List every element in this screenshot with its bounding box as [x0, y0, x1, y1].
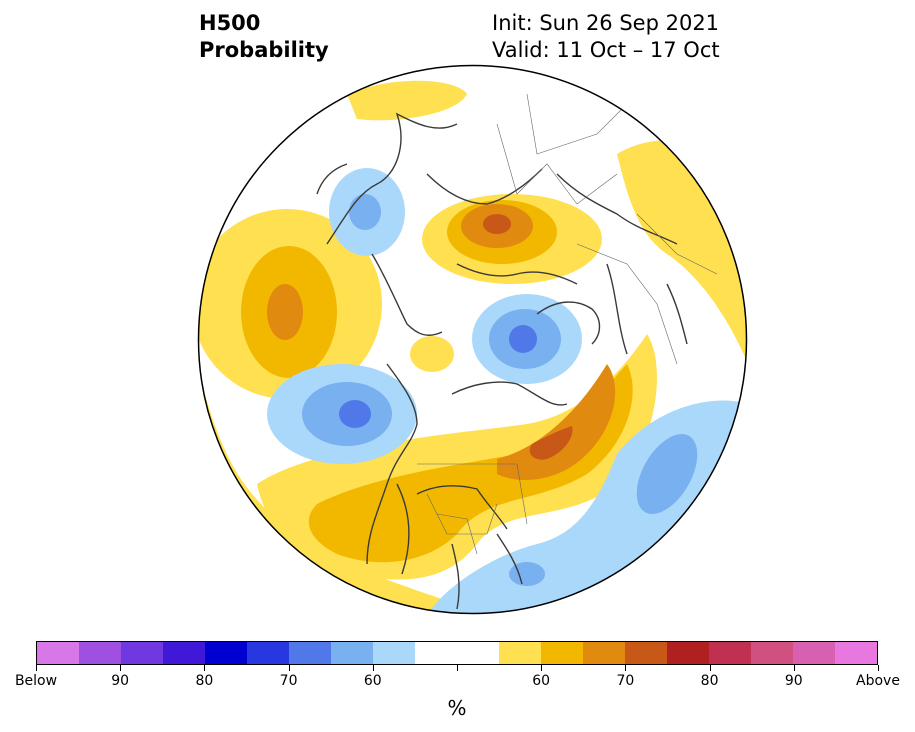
colorbar-tick	[793, 665, 795, 671]
colorbar-cell	[247, 642, 289, 664]
contour-above-dark	[497, 364, 616, 480]
colorbar-cell	[415, 642, 457, 664]
title-variable: H500	[199, 11, 261, 35]
anomaly-below-pacific	[267, 364, 417, 464]
colorbar-cell	[625, 642, 667, 664]
colorbar-tick	[372, 665, 374, 671]
colorbar-cell	[667, 642, 709, 664]
colorbar	[36, 641, 878, 665]
colorbar-cell	[835, 642, 877, 664]
colorbar-tick	[625, 665, 627, 671]
polar-map-svg	[197, 64, 748, 615]
colorbar-cell	[751, 642, 793, 664]
contour-above-light	[410, 336, 454, 372]
colorbar-cell	[331, 642, 373, 664]
contour-below-mid	[509, 562, 545, 586]
colorbar-cell	[373, 642, 415, 664]
colorbar-tick	[709, 665, 711, 671]
colorbar-cell	[499, 642, 541, 664]
colorbar-label: 90	[784, 673, 803, 689]
contour-below-dark	[509, 325, 537, 353]
colorbar-cell	[541, 642, 583, 664]
contour-below-mid	[636, 434, 698, 514]
anomaly-above-arctic-north	[347, 80, 467, 121]
anomaly-below-greenland	[472, 294, 582, 384]
colorbar-tick	[120, 665, 122, 671]
colorbar-cell	[709, 642, 751, 664]
colorbar-cell	[37, 642, 79, 664]
contour-above-dark	[267, 284, 303, 340]
colorbar-label: 60	[532, 673, 551, 689]
polar-map	[197, 64, 748, 615]
borders	[417, 93, 718, 555]
anomaly-above-northamerica	[257, 334, 657, 580]
colorbar-label: Below	[14, 673, 58, 689]
colorbar-cell	[457, 642, 499, 664]
colorbar-cell	[205, 642, 247, 664]
colorbar-cell	[793, 642, 835, 664]
colorbar-tick	[878, 665, 879, 671]
probability-shading	[198, 80, 747, 614]
contour-above-darker	[529, 426, 573, 460]
colorbar-tick	[288, 665, 290, 671]
colorbar-cell	[163, 642, 205, 664]
colorbar-label: 80	[700, 673, 719, 689]
contour-above-mid	[308, 364, 633, 563]
colorbar-cell	[289, 642, 331, 664]
colorbar-label: 80	[195, 673, 214, 689]
colorbar-label: 70	[279, 673, 298, 689]
anomaly-above-pole	[410, 336, 454, 372]
colorbar-tick	[457, 665, 458, 671]
colorbar-unit: %	[447, 696, 467, 720]
coastlines	[316, 112, 688, 610]
valid-range: Valid: 11 Oct – 17 Oct	[492, 38, 720, 62]
colorbar-cell	[79, 642, 121, 664]
anomaly-below-eastasia	[329, 168, 405, 256]
contour-above-light	[347, 80, 467, 121]
colorbar-label: 70	[616, 673, 635, 689]
chart-title-left: H500 Probability	[199, 10, 329, 64]
colorbar-label: 60	[363, 673, 382, 689]
colorbar-label: Above	[856, 673, 900, 689]
contour-above-darker	[483, 214, 511, 234]
globe-boundary	[197, 64, 748, 615]
contour-below-dark	[339, 400, 371, 428]
chart-title-right: Init: Sun 26 Sep 2021 Valid: 11 Oct – 17…	[492, 10, 720, 64]
title-product: Probability	[199, 38, 329, 62]
colorbar-cell	[583, 642, 625, 664]
contour-below-mid	[349, 194, 381, 230]
colorbar-tick	[541, 665, 543, 671]
colorbar-tick	[204, 665, 206, 671]
colorbar-tick	[36, 665, 37, 671]
anomaly-above-siberia	[422, 194, 602, 284]
init-date: Init: Sun 26 Sep 2021	[492, 11, 720, 35]
colorbar-cell	[121, 642, 163, 664]
colorbar-label: 90	[111, 673, 130, 689]
